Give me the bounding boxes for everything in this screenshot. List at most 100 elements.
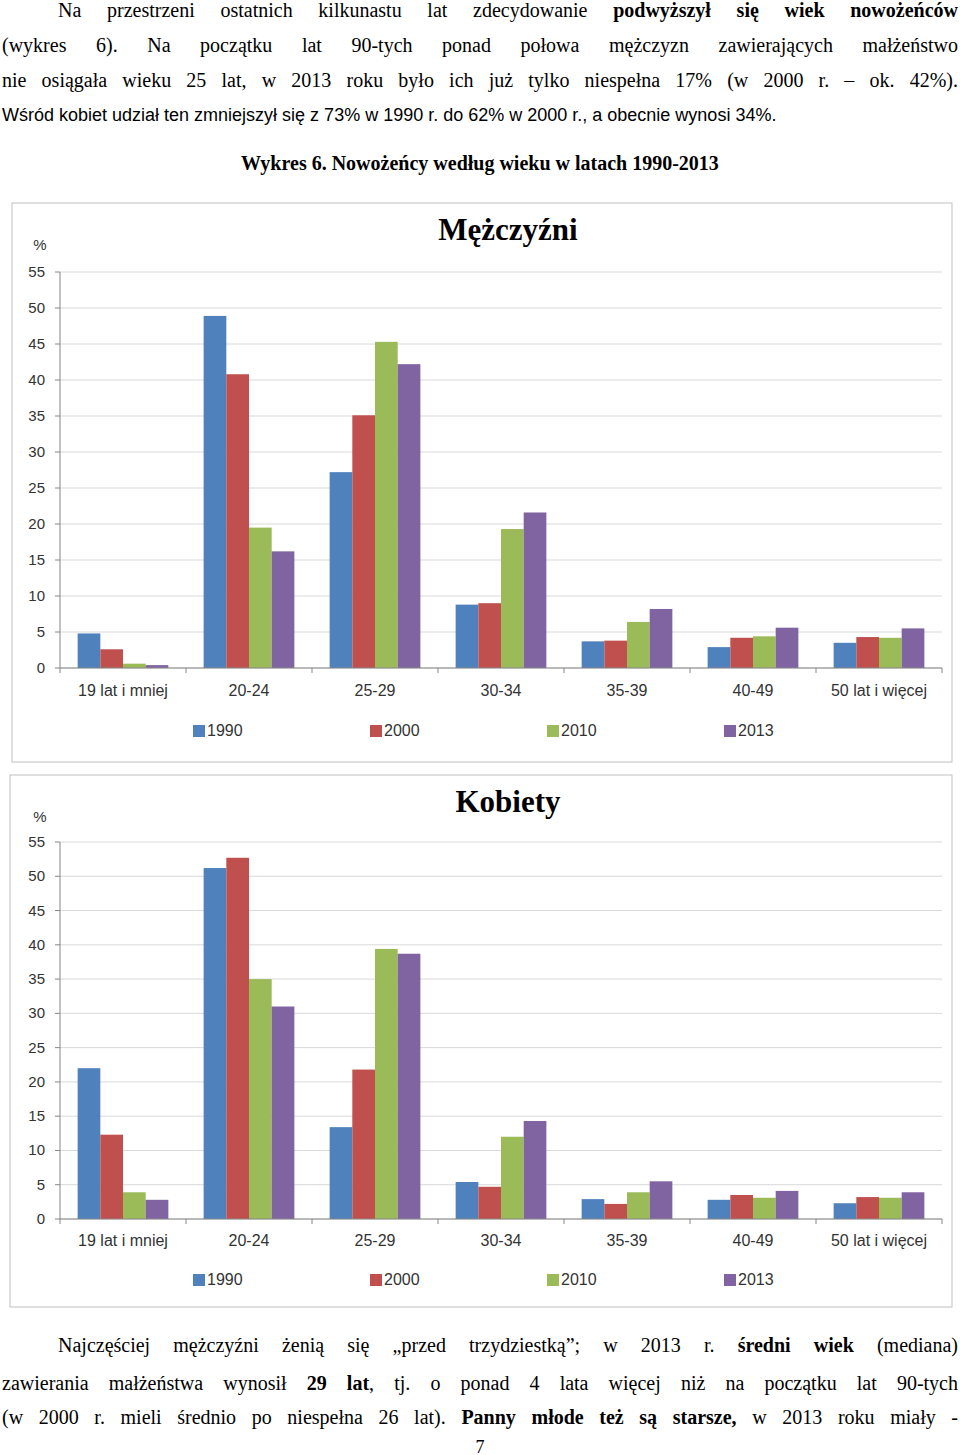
tick-label: 15: [28, 1107, 45, 1124]
text-segment: (w 2000 r. mieli średnio po niespełna 26…: [2, 1406, 461, 1428]
bar: [249, 528, 272, 668]
tick-mark: [55, 452, 60, 453]
bars: [78, 316, 925, 668]
axis-label: %: [33, 808, 46, 825]
category-label: 20-24: [229, 1232, 270, 1249]
bar: [375, 342, 398, 668]
text-line: zawierania małżeństwa wynosił 29 lat, tj…: [2, 1371, 958, 1395]
bar: [456, 605, 479, 668]
category-tick: [816, 668, 817, 673]
bar: [856, 1197, 879, 1219]
tick-label: 20: [28, 515, 45, 532]
tick-mark: [55, 1013, 60, 1014]
legend-label: 1990: [207, 1271, 243, 1288]
grid-line: [60, 524, 942, 525]
text-line: (wykres 6). Na początku lat 90-tych pona…: [2, 33, 958, 57]
legend-swatch: [370, 725, 382, 737]
bar: [330, 472, 353, 668]
bar: [902, 1192, 925, 1219]
bar: [524, 1121, 547, 1219]
bar: [226, 374, 249, 668]
bar: [226, 858, 249, 1219]
grid-line: [60, 416, 942, 417]
grid-line: [60, 1219, 942, 1220]
tick-mark: [55, 308, 60, 309]
category-label: 30-34: [481, 1232, 522, 1249]
text-segment: nie osiągała wieku 25 lat, w 2013 roku b…: [2, 69, 958, 91]
bar: [249, 979, 272, 1219]
tick-label: 50: [28, 867, 45, 884]
bar: [708, 1200, 731, 1219]
tick-mark: [55, 842, 60, 843]
tick-label: 55: [28, 833, 45, 850]
text-segment: zawierania małżeństwa wynosił: [2, 1372, 307, 1394]
tick-label: 0: [37, 1210, 45, 1227]
bar: [330, 1127, 353, 1219]
category-label: 50 lat i więcej: [831, 1232, 927, 1249]
legend-swatch: [547, 725, 559, 737]
axis-label: %: [33, 236, 46, 253]
bar: [524, 512, 547, 668]
page-number: 7: [476, 1437, 485, 1455]
bar: [582, 1199, 605, 1219]
tick-mark: [55, 560, 60, 561]
tick-label: 55: [28, 263, 45, 280]
category-tick: [942, 668, 943, 673]
bar: [204, 316, 227, 668]
text-segment: (mediana): [854, 1334, 958, 1356]
text-segment: Na przestrzeni ostatnich kilkunastu lat …: [58, 0, 613, 21]
text-line: Na przestrzeni ostatnich kilkunastu lat …: [58, 0, 958, 22]
bar: [398, 954, 421, 1219]
grid-line: [60, 272, 942, 273]
tick-mark: [55, 910, 60, 911]
bar: [730, 1195, 753, 1219]
category-tick: [60, 668, 61, 673]
category-tick: [690, 668, 691, 673]
tick-label: 10: [28, 1141, 45, 1158]
category-label: 19 lat i mniej: [78, 1232, 168, 1249]
grid-line: [60, 668, 942, 669]
category-tick: [438, 668, 439, 673]
tick-label: 30: [28, 1004, 45, 1021]
grid-line: [60, 344, 942, 345]
bar: [501, 529, 524, 668]
bar: [708, 647, 731, 668]
x-axis: [60, 1219, 942, 1220]
legend-swatch: [547, 1274, 559, 1286]
bar: [204, 868, 227, 1219]
bar: [776, 1191, 799, 1219]
tick-mark: [55, 1116, 60, 1117]
bar: [776, 628, 799, 668]
legend-swatch: [193, 725, 205, 737]
bar: [627, 622, 650, 668]
category-tick: [60, 1219, 61, 1224]
grid-line: [60, 979, 942, 980]
legend-label: 2013: [738, 1271, 774, 1288]
category-tick: [186, 668, 187, 673]
tick-mark: [55, 596, 60, 597]
tick-label: 35: [28, 407, 45, 424]
bar: [398, 364, 421, 668]
category-label: 30-34: [481, 682, 522, 699]
grid-line: [60, 1116, 942, 1117]
bar: [456, 1182, 479, 1219]
text-line: (w 2000 r. mieli średnio po niespełna 26…: [2, 1405, 958, 1429]
y-axis: [60, 842, 61, 1219]
tick-mark: [55, 1047, 60, 1048]
tick-label: 0: [37, 659, 45, 676]
tick-label: 10: [28, 587, 45, 604]
bar: [650, 609, 673, 668]
category-tick: [942, 1219, 943, 1224]
text-segment: 29 lat: [307, 1372, 369, 1394]
text-segment: (wykres 6). Na początku lat 90-tych pona…: [2, 34, 958, 56]
bar: [902, 628, 925, 668]
tick-mark: [55, 1184, 60, 1185]
bar: [272, 1007, 295, 1219]
bar: [650, 1181, 673, 1219]
tick-mark: [55, 416, 60, 417]
text-line: nie osiągała wieku 25 lat, w 2013 roku b…: [2, 68, 958, 92]
bar: [834, 1203, 857, 1219]
category-tick: [690, 1219, 691, 1224]
bar: [78, 633, 101, 668]
grid-line: [60, 1047, 942, 1048]
